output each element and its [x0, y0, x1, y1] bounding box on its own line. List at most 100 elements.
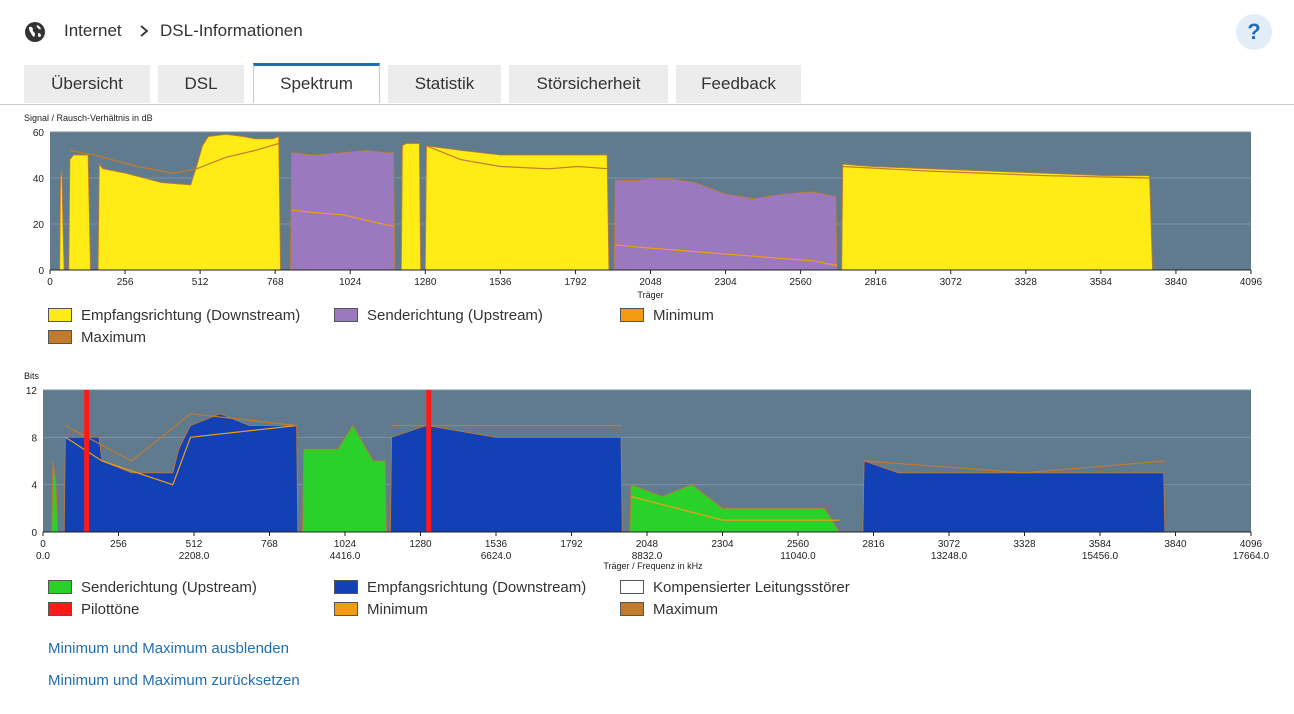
x-tick-label-khz: 6624.0: [481, 551, 512, 562]
tab-uebersicht[interactable]: Übersicht: [24, 65, 150, 103]
tab-statistik[interactable]: Statistik: [388, 65, 501, 103]
legend-label: Pilottöne: [81, 601, 140, 618]
x-tick-label: 1792: [564, 277, 587, 288]
y-axis-title: Bits: [24, 371, 40, 381]
x-tick-label: 2560: [787, 539, 810, 550]
x-tick-label: 2304: [711, 539, 734, 550]
series-area: [613, 177, 838, 271]
bits-chart-svg: Bits 0 4 8 12 0 256 512 768 1024 1280 1536 1792 2048 2…: [24, 371, 1270, 571]
series-area: [841, 163, 1153, 271]
series-area: [68, 154, 91, 271]
y-tick-label: 40: [33, 174, 45, 185]
x-tick-label: 256: [117, 277, 134, 288]
x-tick-label-khz: 11040.0: [780, 551, 816, 562]
x-tick-label: 1536: [485, 539, 508, 550]
x-tick-label: 512: [192, 277, 209, 288]
x-tick-label: 3840: [1164, 539, 1187, 550]
x-tick-label: 256: [110, 539, 127, 550]
y-tick-label: 4: [31, 481, 37, 492]
breadcrumb-dsl-informationen: DSL-Informationen: [160, 21, 303, 40]
y-axis-title: Signal / Rausch-Verhältnis in dB: [24, 113, 153, 123]
y-tick-label: 0: [31, 528, 37, 539]
x-tick-label: 768: [261, 539, 278, 550]
legend-label: Maximum: [81, 329, 147, 346]
series-line: [630, 495, 840, 521]
hide-minmax-link[interactable]: Minimum und Maximum ausblenden: [48, 640, 289, 657]
series-line: [69, 142, 279, 175]
x-tick-label: 1024: [339, 277, 362, 288]
legend-label: Minimum: [653, 307, 714, 324]
x-tick-label: 2304: [714, 277, 737, 288]
x-tick-label: 1536: [489, 277, 512, 288]
legend-swatch: [620, 602, 644, 616]
legend-label: Kompensierter Leitungsstörer: [653, 579, 850, 596]
reset-minmax-link[interactable]: Minimum und Maximum zurücksetzen: [48, 672, 300, 689]
x-tick-label: 2048: [639, 277, 662, 288]
x-tick-label-khz: 0.0: [36, 551, 50, 562]
series-area: [389, 425, 623, 533]
legend-swatch: [334, 308, 358, 322]
legend-swatch: [334, 580, 358, 594]
tab-bar: Übersicht DSL Spektrum Statistik Störsic…: [0, 63, 1294, 105]
tab-dsl[interactable]: DSL: [158, 65, 244, 103]
x-tick-label-khz: 15456.0: [1082, 551, 1119, 562]
pilot-tone-marker: [84, 390, 90, 532]
legend-swatch: [48, 580, 72, 594]
legend-label: Maximum: [653, 601, 719, 618]
legend-swatch: [620, 580, 644, 594]
x-tick-label: 512: [186, 539, 203, 550]
snr-legend: Empfangsrichtung (Downstream) Sendericht…: [48, 306, 908, 348]
series-line: [615, 244, 838, 266]
series-area: [400, 143, 422, 271]
series-line: [842, 165, 1150, 179]
x-tick-label-khz: 8832.0: [632, 551, 663, 562]
legend-swatch: [48, 308, 72, 322]
breadcrumb-internet[interactable]: Internet: [64, 21, 122, 40]
header: Internet DSL-Informationen ?: [0, 0, 1294, 62]
y-tick-label: 12: [26, 386, 38, 397]
tab-stoersicherheit[interactable]: Störsicherheit: [509, 65, 668, 103]
y-tick-label: 60: [33, 128, 45, 139]
series-line: [864, 460, 1165, 474]
x-axis-title: Träger: [637, 290, 663, 300]
pilot-tone-marker: [426, 390, 432, 532]
x-tick-label: 1280: [414, 277, 437, 288]
help-button[interactable]: ?: [1236, 14, 1272, 50]
series-area: [97, 133, 281, 271]
x-tick-label: 3072: [940, 277, 963, 288]
snr-chart: Signal / Rausch-Verhältnis in dB 0 20 40 60 0…: [0, 108, 1294, 306]
x-tick-label: 3328: [1015, 277, 1038, 288]
x-tick-label: 0: [40, 539, 46, 550]
legend-swatch: [48, 602, 72, 616]
tab-spektrum[interactable]: Spektrum: [253, 63, 380, 103]
legend-label: Senderichtung (Upstream): [367, 307, 543, 324]
legend-label: Empfangsrichtung (Downstream): [367, 579, 587, 596]
y-tick-label: 0: [38, 266, 44, 277]
chevron-right-icon: [140, 25, 149, 37]
x-tick-label: 4096: [1240, 539, 1263, 550]
tab-feedback[interactable]: Feedback: [676, 65, 801, 103]
series-line: [291, 209, 394, 227]
x-tick-label-khz: 17664.0: [1233, 551, 1270, 562]
x-tick-label: 3584: [1090, 277, 1113, 288]
x-tick-label: 768: [267, 277, 284, 288]
globe-icon: [25, 22, 45, 42]
legend-swatch: [334, 602, 358, 616]
bits-chart: Bits 0 4 8 12 0 256 512 768 1024 1280 1536 1792 2048 2…: [0, 366, 1294, 576]
x-tick-label: 1792: [560, 539, 583, 550]
x-tick-label: 2048: [636, 539, 659, 550]
legend-swatch: [48, 330, 72, 344]
series-line: [65, 424, 297, 486]
x-tick-label: 2560: [790, 277, 813, 288]
legend-swatch: [620, 308, 644, 322]
y-tick-label: 8: [31, 433, 37, 444]
x-tick-label: 3584: [1089, 539, 1112, 550]
y-tick-label: 20: [33, 220, 45, 231]
series-area: [424, 145, 610, 271]
x-tick-label-khz: 2208.0: [179, 551, 210, 562]
x-tick-label: 3328: [1013, 539, 1036, 550]
x-tick-label-khz: 13248.0: [931, 551, 968, 562]
series-line: [426, 145, 609, 170]
legend-label: Minimum: [367, 601, 428, 618]
snr-chart-svg: Signal / Rausch-Verhältnis in dB 0 20 40 60 0…: [24, 113, 1263, 300]
